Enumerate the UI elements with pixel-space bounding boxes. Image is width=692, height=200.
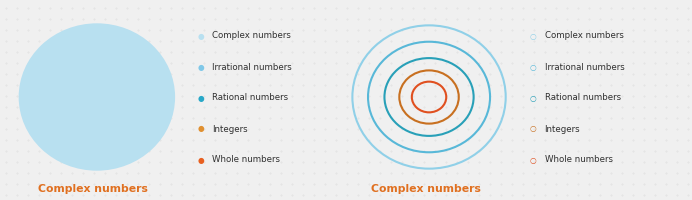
Text: ●: ● xyxy=(197,124,204,134)
Ellipse shape xyxy=(35,40,159,154)
Text: Complex numbers: Complex numbers xyxy=(212,31,291,40)
Text: ●: ● xyxy=(197,94,204,102)
Text: Whole numbers: Whole numbers xyxy=(545,156,612,164)
Text: ○: ○ xyxy=(529,124,536,134)
Text: Integers: Integers xyxy=(545,124,580,134)
Text: Whole numbers: Whole numbers xyxy=(212,156,280,164)
Ellipse shape xyxy=(68,70,126,124)
Text: Integers: Integers xyxy=(212,124,248,134)
Text: ●: ● xyxy=(197,31,204,40)
Text: ○: ○ xyxy=(529,31,536,40)
Ellipse shape xyxy=(81,83,113,111)
Text: ○: ○ xyxy=(529,63,536,72)
Text: Rational numbers: Rational numbers xyxy=(212,94,289,102)
Ellipse shape xyxy=(19,23,175,171)
Text: Irrational numbers: Irrational numbers xyxy=(212,63,292,72)
Text: Complex numbers: Complex numbers xyxy=(39,184,148,194)
Text: Rational numbers: Rational numbers xyxy=(545,94,621,102)
Text: Irrational numbers: Irrational numbers xyxy=(545,63,624,72)
Text: Complex numbers: Complex numbers xyxy=(545,31,623,40)
Text: ●: ● xyxy=(197,63,204,72)
Text: Complex numbers: Complex numbers xyxy=(371,184,480,194)
Text: ●: ● xyxy=(197,156,204,164)
Text: ○: ○ xyxy=(529,94,536,102)
Text: ○: ○ xyxy=(529,156,536,164)
Ellipse shape xyxy=(51,56,143,138)
